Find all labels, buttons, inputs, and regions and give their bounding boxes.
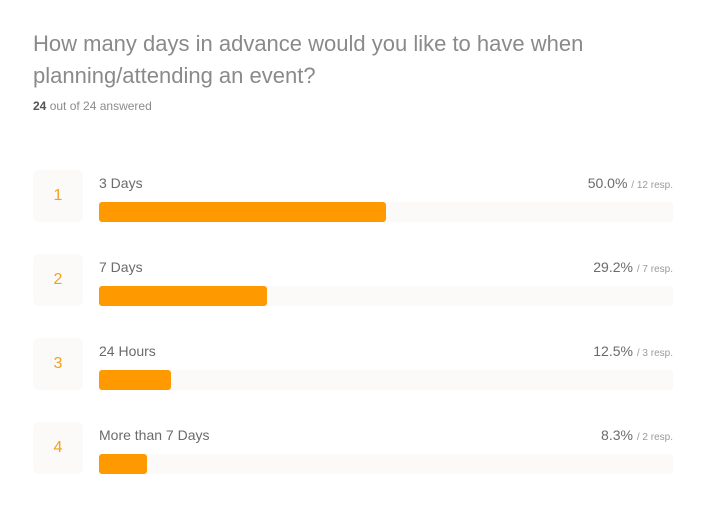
percent-label: 8.3%	[601, 427, 633, 443]
answered-count: 24	[33, 99, 47, 113]
rank-badge: 1	[33, 170, 83, 222]
option-label: 3 Days	[99, 175, 143, 191]
result-row: 2 7 Days 29.2% / 7 resp.	[33, 254, 673, 306]
rank-badge: 2	[33, 254, 83, 306]
response-count: / 3 resp.	[636, 348, 673, 359]
bar-track	[99, 202, 673, 222]
option-label: 24 Hours	[99, 343, 156, 359]
bar-track	[99, 286, 673, 306]
option-stat: 29.2% / 7 resp.	[593, 259, 673, 275]
option-label: 7 Days	[99, 259, 143, 275]
percent-label: 12.5%	[593, 343, 633, 359]
percent-label: 29.2%	[593, 259, 633, 275]
option-stat: 8.3% / 2 resp.	[601, 427, 673, 443]
rank-badge: 3	[33, 338, 83, 390]
question-title: How many days in advance would you like …	[33, 31, 584, 88]
bar-fill	[99, 202, 386, 222]
result-row: 3 24 Hours 12.5% / 3 resp.	[33, 338, 673, 390]
bar-fill	[99, 286, 267, 306]
answered-suffix: out of 24 answered	[49, 99, 152, 113]
option-stat: 50.0% / 12 resp.	[588, 175, 673, 191]
response-count: / 7 resp.	[636, 264, 673, 275]
option-label: More than 7 Days	[99, 427, 210, 443]
rank-badge: 4	[33, 422, 83, 474]
bar-fill	[99, 370, 171, 390]
bar-track	[99, 370, 673, 390]
percent-label: 50.0%	[587, 175, 628, 191]
bar-fill	[99, 454, 147, 474]
response-count: / 2 resp.	[636, 432, 673, 443]
answered-summary: 24 out of 24 answered	[33, 99, 152, 113]
result-row: 4 More than 7 Days 8.3% / 2 resp.	[33, 422, 673, 474]
response-count: / 12 resp.	[631, 180, 673, 191]
result-row: 1 3 Days 50.0% / 12 resp.	[33, 170, 673, 222]
bar-track	[99, 454, 673, 474]
option-stat: 12.5% / 3 resp.	[593, 343, 673, 359]
